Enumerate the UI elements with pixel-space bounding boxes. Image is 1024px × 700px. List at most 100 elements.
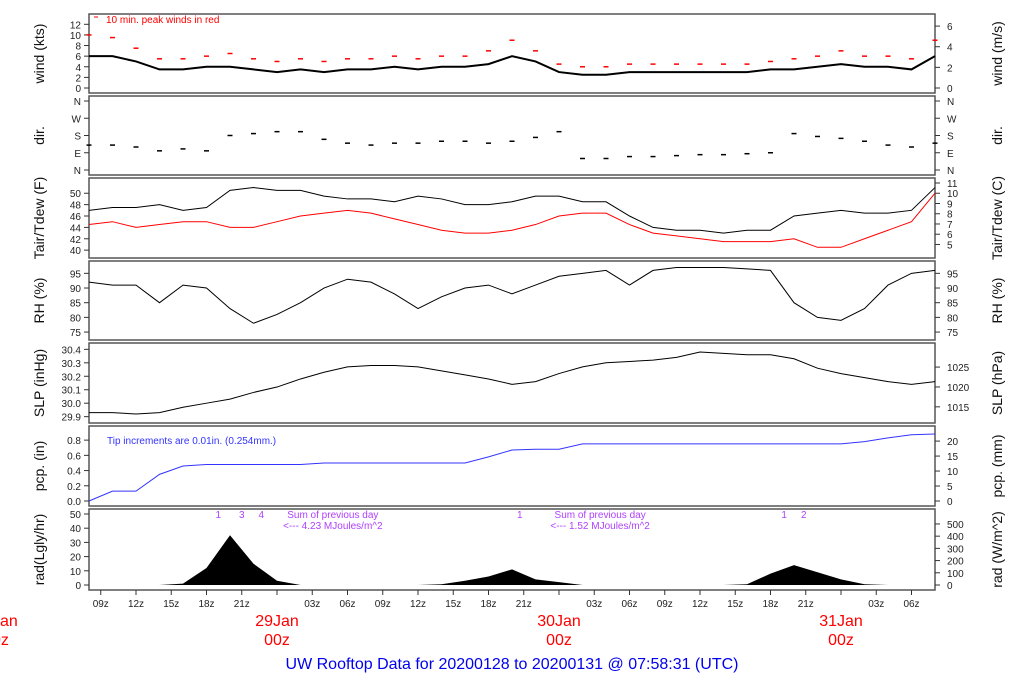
left-tick-label-wind: 10 xyxy=(70,31,82,42)
right-tick-label-wind: 6 xyxy=(947,22,953,33)
right-tick-label-temp: 5 xyxy=(947,240,953,251)
left-tick-label-pcp: 0.2 xyxy=(67,482,81,493)
left-tick-label-rh: 80 xyxy=(70,313,82,324)
right-tick-label-slp: 1025 xyxy=(947,363,970,374)
panel-frame-dir xyxy=(88,95,936,176)
right-tick-label-dir: N xyxy=(947,97,954,108)
right-tick-label-rad: 100 xyxy=(947,569,964,580)
series-precip xyxy=(88,433,936,502)
left-tick-label-pcp: 0.0 xyxy=(67,497,81,508)
right-tick-label-rh: 80 xyxy=(947,313,959,324)
x-tick-label: 09z xyxy=(93,599,109,610)
right-tick-label-dir: W xyxy=(947,114,957,125)
right-tick-label-temp: 10 xyxy=(947,189,959,200)
date-label-hour: 00z xyxy=(546,632,572,649)
right-tick-label-temp: 6 xyxy=(947,230,953,241)
right-tick-label-wind: 2 xyxy=(947,63,953,74)
x-tick-label: 09z xyxy=(657,599,673,610)
x-tick-label: 15z xyxy=(727,599,743,610)
panel-frame-slp xyxy=(88,342,936,424)
ylabel-rad: rad(Lgly/hr) xyxy=(31,514,47,586)
x-tick-label: 21z xyxy=(516,599,532,610)
ylabel-pcp: pcp. (in) xyxy=(31,441,47,492)
radiation-marker: 1 xyxy=(517,510,523,521)
left-tick-label-temp: 42 xyxy=(70,235,82,246)
left-tick-label-rh: 95 xyxy=(70,269,82,280)
right-tick-label-rad: 500 xyxy=(947,520,964,531)
ylabel-right-temp: Tair/Tdew (C) xyxy=(989,176,1005,260)
right-tick-label-rh: 85 xyxy=(947,299,959,310)
x-tick-label: 21z xyxy=(798,599,814,610)
ylabel-right-rad: rad (W/m^2) xyxy=(989,511,1005,588)
right-tick-label-dir: N xyxy=(947,166,954,177)
x-tick-label: 18z xyxy=(480,599,496,610)
right-tick-label-temp: 11 xyxy=(947,179,958,190)
right-tick-label-rad: 200 xyxy=(947,557,964,568)
ylabel-right-rh: RH (%) xyxy=(989,278,1005,324)
panel-frame-wind xyxy=(88,13,936,94)
x-tick-label: 06z xyxy=(621,599,637,610)
panel-frame-temp xyxy=(88,177,936,259)
ylabel-right-wind: wind (m/s) xyxy=(989,21,1005,87)
ylabel-temp: Tair/Tdew (F) xyxy=(31,177,47,259)
x-tick-label: 15z xyxy=(163,599,179,610)
right-tick-label-pcp: 10 xyxy=(947,467,959,478)
left-tick-label-dir: N xyxy=(74,97,81,108)
chart-title: UW Rooftop Data for 20200128 to 20200131… xyxy=(286,656,739,673)
x-tick-label: 15z xyxy=(445,599,461,610)
left-tick-label-dir: E xyxy=(74,149,81,160)
left-tick-label-temp: 46 xyxy=(70,212,82,223)
date-label-hour: 00z xyxy=(0,632,9,649)
date-label-hour: 00z xyxy=(264,632,290,649)
date-label-day: 29Jan xyxy=(255,613,299,630)
daily-sum-label: Sum of previous day xyxy=(287,510,378,521)
ylabel-right-dir: dir. xyxy=(989,126,1005,145)
x-tick-label: 21z xyxy=(234,599,250,610)
right-tick-label-pcp: 5 xyxy=(947,482,953,493)
left-tick-label-rad: 20 xyxy=(70,553,82,564)
x-tick-label: 12z xyxy=(410,599,426,610)
left-tick-label-rad: 30 xyxy=(70,538,82,549)
left-tick-label-wind: 4 xyxy=(75,63,81,74)
x-tick-label: 03z xyxy=(868,599,884,610)
date-label-day: 30Jan xyxy=(537,613,581,630)
right-tick-label-slp: 1020 xyxy=(947,383,970,394)
radiation-marker: 1 xyxy=(781,510,787,521)
right-tick-label-wind: 0 xyxy=(947,84,953,95)
x-tick-label: 06z xyxy=(339,599,355,610)
left-tick-label-slp: 30.3 xyxy=(62,359,82,370)
left-tick-label-slp: 30.0 xyxy=(62,399,82,410)
right-tick-label-pcp: 20 xyxy=(947,437,959,448)
series-RH xyxy=(88,266,936,324)
left-tick-label-slp: 30.1 xyxy=(62,386,82,397)
left-tick-label-rad: 50 xyxy=(70,510,82,521)
series-radiation xyxy=(89,535,935,585)
radiation-marker: 3 xyxy=(239,510,245,521)
right-tick-label-temp: 8 xyxy=(947,210,953,221)
series-SLP xyxy=(89,351,936,415)
ylabel-right-slp: SLP (hPa) xyxy=(989,351,1005,415)
left-tick-label-rad: 10 xyxy=(70,567,82,578)
left-tick-label-slp: 29.9 xyxy=(62,413,82,424)
panel-frame-pcp xyxy=(88,425,936,507)
ylabel-dir: dir. xyxy=(31,126,47,145)
daily-sum-value: <--- 1.52 MJoules/m^2 xyxy=(550,521,650,532)
right-tick-label-dir: E xyxy=(947,149,954,160)
left-tick-label-rad: 0 xyxy=(75,581,81,592)
left-tick-label-rh: 90 xyxy=(70,284,82,295)
x-tick-label: 12z xyxy=(692,599,708,610)
left-tick-label-pcp: 0.4 xyxy=(67,467,81,478)
right-tick-label-pcp: 0 xyxy=(947,497,953,508)
left-tick-label-temp: 44 xyxy=(70,223,82,234)
ylabel-wind: wind (kts) xyxy=(31,24,47,85)
radiation-marker: 2 xyxy=(801,510,807,521)
tip-increment-note: Tip increments are 0.01in. (0.254mm.) xyxy=(107,436,276,447)
date-label-day: 31Jan xyxy=(819,613,863,630)
left-tick-label-rh: 85 xyxy=(70,299,82,310)
right-tick-label-wind: 4 xyxy=(947,43,953,54)
ylabel-rh: RH (%) xyxy=(31,278,47,324)
peak-wind-note: 10 min. peak winds in red xyxy=(106,15,219,26)
x-tick-label: 09z xyxy=(375,599,391,610)
panel-frame-rad xyxy=(88,508,936,591)
